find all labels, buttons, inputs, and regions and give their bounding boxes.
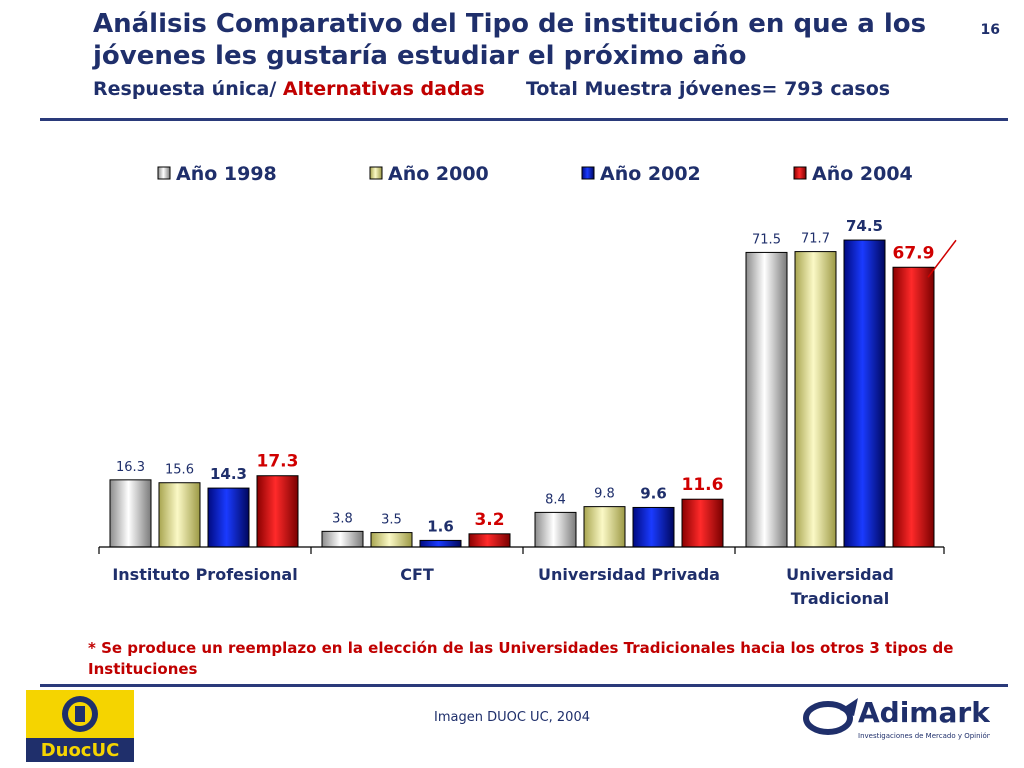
bar-universidad-tradicional-ano-2002 [843, 239, 886, 548]
data-label-universidad-tradicional-ano-2002: 74.5 [846, 217, 883, 235]
legend-label-ano-1998: Año 1998 [176, 163, 277, 185]
data-label-cft-ano-2004: 3.2 [474, 510, 504, 530]
data-label-universidad-tradicional-ano-1998: 71.5 [752, 232, 781, 247]
legend-item-ano-1998: Año 1998 [157, 163, 277, 185]
bar-universidad-privada-ano-2000 [583, 506, 626, 548]
data-label-universidad-privada-ano-2000: 9.8 [594, 487, 615, 502]
bar-universidad-privada-ano-2002 [632, 506, 675, 548]
bar-universidad-tradicional-ano-1998 [745, 251, 788, 548]
page-title: Análisis Comparativo del Tipo de institu… [93, 9, 927, 71]
bar-universidad-tradicional-ano-2004 [892, 266, 935, 548]
data-label-universidad-privada-ano-1998: 8.4 [545, 492, 566, 507]
bars-group: 16.3 15.6 14.3 17.3 3.8 3.5 1.6 3.2 8.4 9.8 9.6 11.… [109, 217, 957, 548]
x-axis: Instituto Profesional CFT Universidad Priv… [98, 546, 945, 608]
legend-label-ano-2002: Año 2002 [600, 163, 701, 185]
data-label-cft-ano-1998: 3.8 [332, 511, 353, 526]
bar-instituto-profesional-ano-2000 [158, 482, 201, 548]
legend-item-ano-2002: Año 2002 [581, 163, 701, 185]
data-label-instituto-profesional-ano-2004: 17.3 [257, 452, 299, 472]
bar-universidad-privada-ano-2004 [681, 498, 724, 548]
legend-swatch-ano-1998 [157, 166, 171, 180]
data-label-instituto-profesional-ano-2000: 15.6 [165, 463, 194, 478]
x-tick-label-universidad-privada: Universidad Privada [538, 565, 720, 584]
data-label-cft-ano-2002: 1.6 [427, 517, 454, 535]
bar-cft-ano-2004 [468, 533, 511, 548]
legend-label-ano-2004: Año 2004 [812, 163, 913, 185]
bar-instituto-profesional-ano-2004 [256, 475, 299, 548]
data-label-universidad-privada-ano-2002: 9.6 [640, 484, 667, 502]
x-tick-label-universidad-tradicional: Universidad Tradicional [786, 565, 894, 608]
footer-divider [40, 684, 1008, 687]
duoc-uc-logo: DuocUC [26, 690, 134, 762]
legend-swatch-ano-2002 [581, 166, 595, 180]
adimark-tagline: Investigaciones de Mercado y Opinión Púb… [858, 732, 990, 740]
image-credit: Imagen DUOC UC, 2004 [434, 710, 590, 725]
data-label-instituto-profesional-ano-1998: 16.3 [116, 460, 145, 475]
bar-instituto-profesional-ano-1998 [109, 479, 152, 548]
x-tick-label-instituto-profesional: Instituto Profesional [112, 565, 297, 584]
chart-legend: Año 1998 Año 2000 Año 2002 Año 2004 [157, 163, 913, 185]
subtitle-response-type: Respuesta única/ [93, 78, 277, 100]
x-tick-label-cft: CFT [400, 565, 434, 584]
duoc-uc-logo-text: DuocUC [41, 740, 120, 761]
data-label-instituto-profesional-ano-2002: 14.3 [210, 465, 247, 483]
bar-cft-ano-2000 [370, 532, 413, 548]
data-label-universidad-tradicional-ano-2004: 67.9 [893, 243, 935, 263]
bar-universidad-privada-ano-1998 [534, 511, 577, 548]
bar-cft-ano-2002 [419, 539, 462, 548]
subtitle-alternatives: Alternativas dadas [282, 78, 485, 100]
bar-chart: Año 1998 Año 2000 Año 2002 Año 2004 16.3 15.… [98, 163, 957, 608]
header-divider [40, 118, 1008, 121]
data-label-universidad-tradicional-ano-2000: 71.7 [801, 232, 830, 247]
legend-label-ano-2000: Año 2000 [388, 163, 489, 185]
page-number: 16 [980, 22, 1000, 38]
bar-cft-ano-1998 [321, 530, 364, 548]
adimark-logo-text: Adimark [858, 696, 990, 729]
adimark-logo: Adimark Investigaciones de Mercado y Opi… [803, 696, 990, 740]
bar-universidad-tradicional-ano-2000 [794, 251, 837, 548]
subtitle: Respuesta única/ Alternativas dadas Tota… [93, 78, 973, 100]
footnote: * Se produce un reemplazo en la elección… [88, 639, 954, 678]
subtitle-sample-size: Total Muestra jóvenes= 793 casos [525, 78, 891, 100]
data-label-cft-ano-2000: 3.5 [381, 513, 402, 528]
data-label-universidad-privada-ano-2004: 11.6 [682, 475, 724, 495]
annotation-line [927, 239, 957, 278]
legend-swatch-ano-2000 [369, 166, 383, 180]
legend-swatch-ano-2004 [793, 166, 807, 180]
legend-item-ano-2004: Año 2004 [793, 163, 913, 185]
legend-item-ano-2000: Año 2000 [369, 163, 489, 185]
bar-instituto-profesional-ano-2002 [207, 487, 250, 548]
